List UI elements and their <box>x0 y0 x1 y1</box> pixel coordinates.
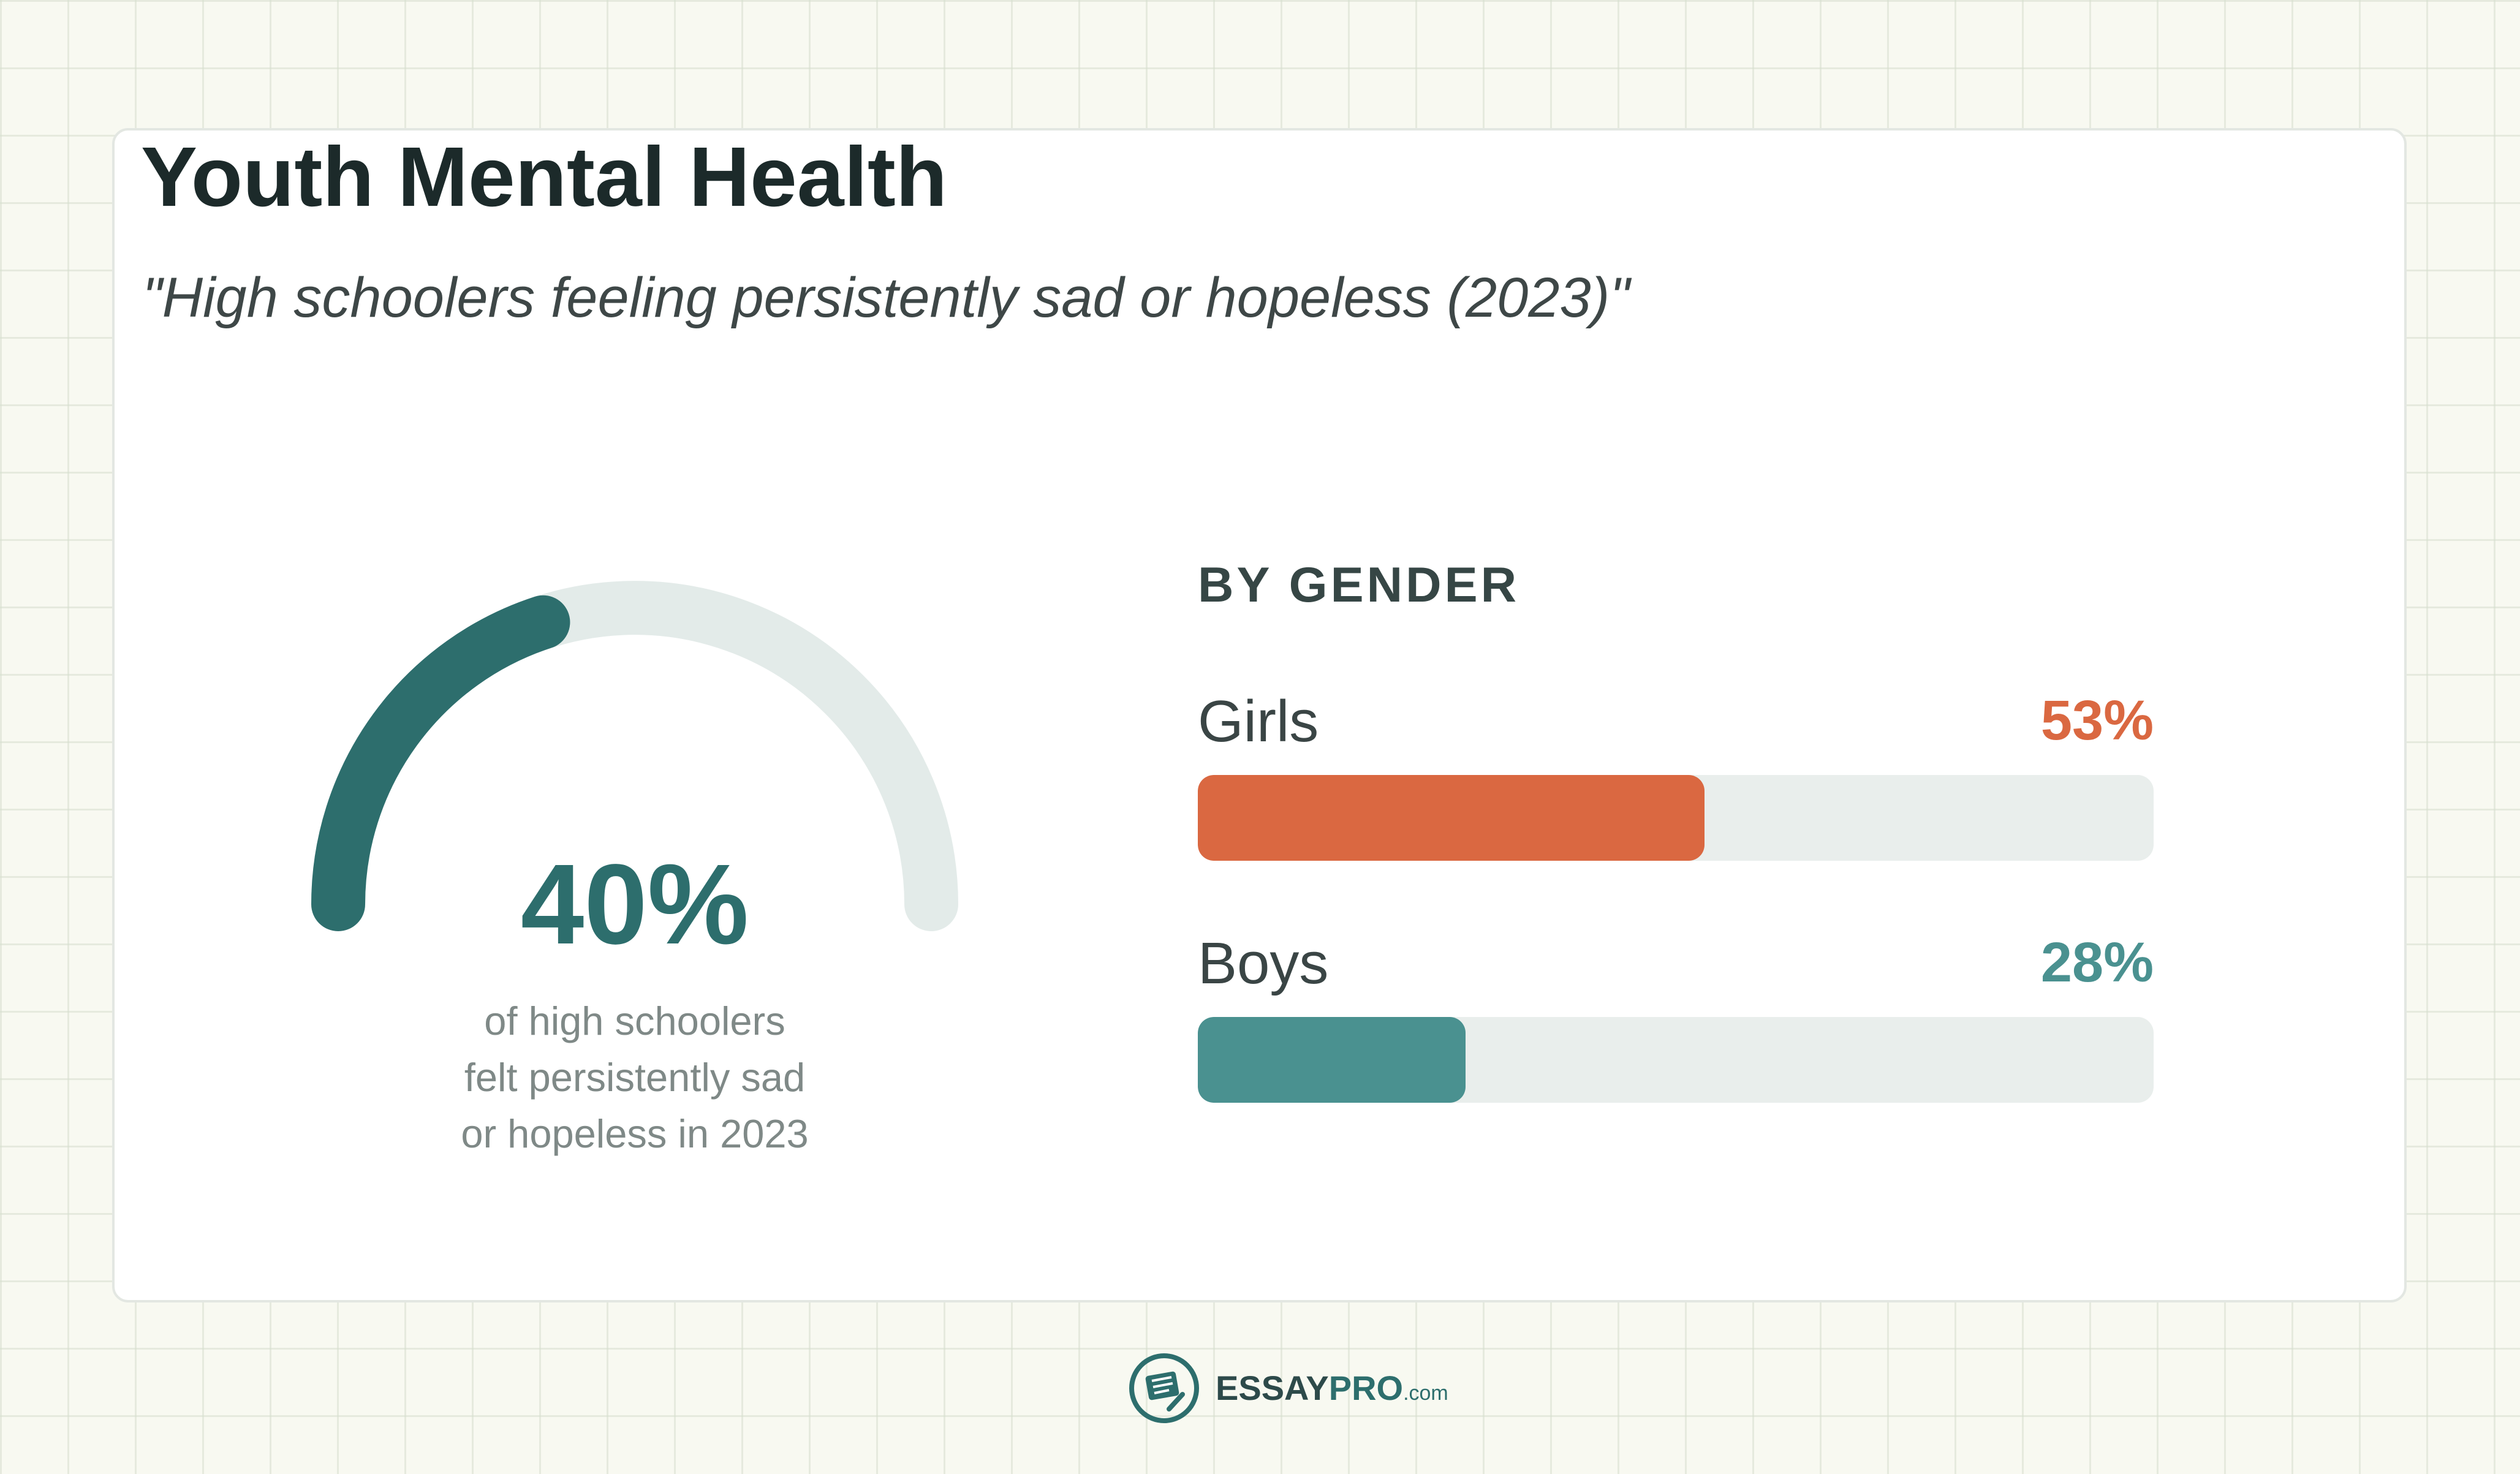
page-title: Youth Mental Health <box>141 130 948 224</box>
bar-track-girls <box>1198 775 2154 861</box>
infographic-card <box>112 128 2407 1302</box>
bar-value-girls: 53% <box>2040 689 2154 752</box>
page-subtitle: "High schoolers feeling persistently sad… <box>142 266 1630 329</box>
bar-fill-girls <box>1198 775 1705 861</box>
gauge-caption-line: or hopeless in 2023 <box>461 1111 809 1156</box>
bar-value-boys: 28% <box>2040 931 2154 994</box>
notebook-pen-icon <box>1129 1353 1199 1423</box>
logo-wordmark: ESSAYPRO.com <box>1216 1371 1448 1405</box>
gauge-caption-line: of high schoolers <box>484 999 785 1043</box>
gauge-svg <box>311 581 958 931</box>
logo-word-dotcom: .com <box>1403 1381 1448 1405</box>
bar-row-boys: Boys 28% <box>1198 934 2154 1130</box>
bar-row-girls: Girls 53% <box>1198 692 2154 888</box>
logo-word-essay: ESSAY <box>1216 1369 1329 1407</box>
bar-label-boys: Boys <box>1198 931 1329 996</box>
overall-gauge-chart: 40% of high schoolers felt persistently … <box>298 563 972 1156</box>
by-gender-heading: BY GENDER <box>1198 557 1520 613</box>
bar-fill-boys <box>1198 1017 1466 1103</box>
gauge-caption-line: felt persistently sad <box>464 1055 806 1100</box>
bar-track-boys <box>1198 1017 2154 1103</box>
logo-word-pro: PRO <box>1328 1369 1404 1407</box>
gauge-fill-arc <box>311 595 570 931</box>
gauge-caption: of high schoolers felt persistently sad … <box>298 993 972 1162</box>
gauge-value-label: 40% <box>520 841 749 968</box>
bar-label-girls: Girls <box>1198 689 1319 754</box>
